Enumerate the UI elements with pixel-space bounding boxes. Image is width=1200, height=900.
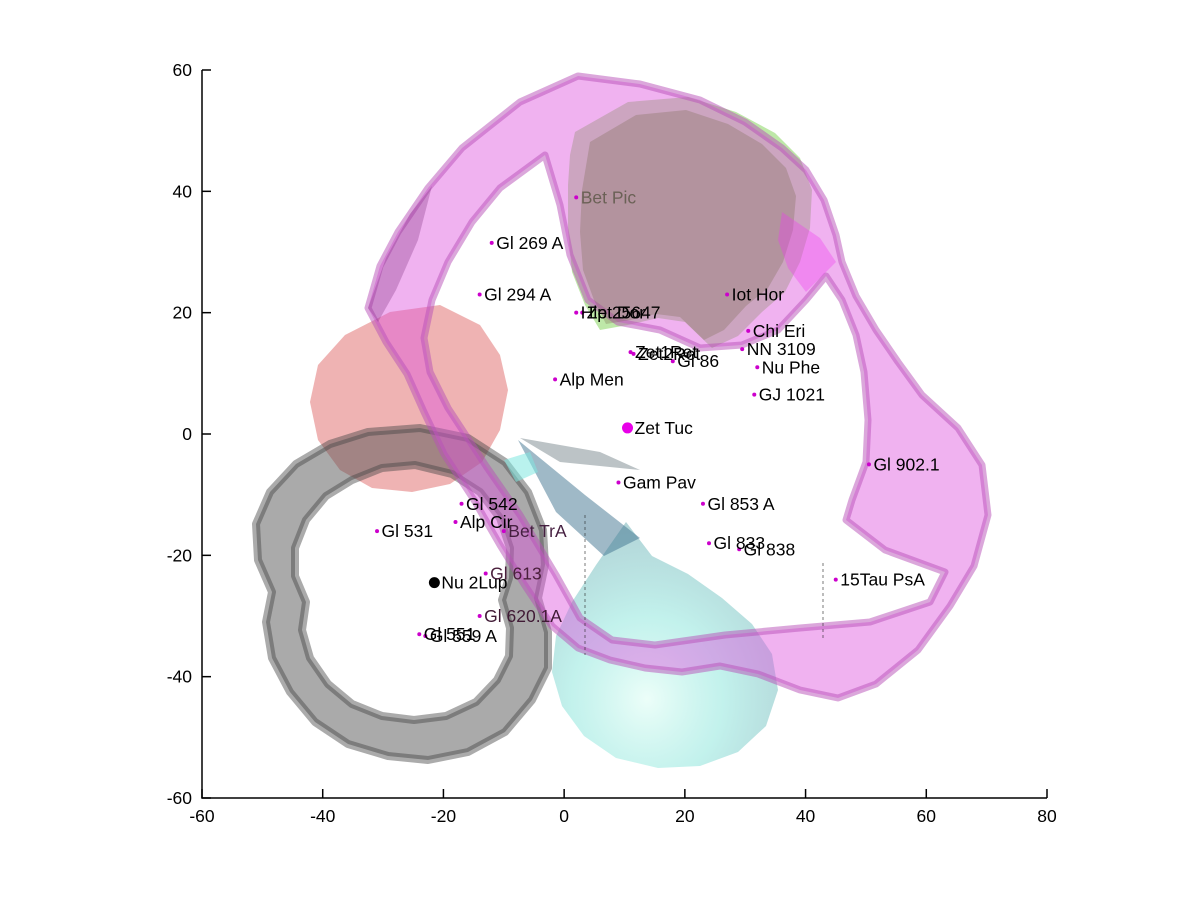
data-point-marker — [833, 577, 838, 582]
star-label: Nu 2Lup — [441, 573, 507, 593]
data-point-marker — [628, 350, 633, 355]
data-point-marker — [631, 351, 636, 356]
data-point-marker — [459, 501, 464, 506]
star-label: GJ 1021 — [759, 385, 825, 405]
star-label: Gl 838 — [744, 539, 796, 559]
star-label: 15Tau PsA — [840, 570, 925, 590]
star-label: Gl 551 — [424, 624, 476, 644]
data-point-marker — [483, 571, 488, 576]
slate-shard — [520, 438, 640, 470]
data-point-marker — [616, 480, 621, 485]
star-label: Hip 25647 — [581, 303, 661, 323]
star-label: Gl 613 — [490, 564, 542, 584]
y-tick-label: 60 — [173, 60, 193, 80]
axes: -60 -40 -20 0 20 40 60 80 -60 -40 -20 0 20 40 60 — [167, 60, 1057, 826]
star-label: Gam Pav — [623, 473, 696, 493]
data-point-marker — [375, 529, 380, 534]
star-label: Gl 833 — [714, 533, 766, 553]
x-tick-label: 40 — [796, 806, 816, 826]
star-label: Gl 902.1 — [873, 454, 939, 474]
star-label: Chi Eri — [753, 321, 806, 341]
star-label: Gl 531 — [382, 521, 434, 541]
green-blob — [568, 97, 812, 348]
star-label: Bet TrA — [508, 521, 567, 541]
star-label: Gl 86 — [677, 351, 719, 371]
data-point-marker — [477, 614, 482, 618]
star-label: Gl 853 A — [707, 494, 774, 514]
data-point-marker — [866, 462, 871, 467]
tan-overlap — [580, 110, 796, 340]
x-tick-label: -20 — [431, 806, 457, 826]
data-point-marker — [453, 519, 458, 524]
x-tick-label: -60 — [189, 806, 215, 826]
data-point-marker — [670, 359, 675, 364]
star-label: Zet Tuc — [635, 418, 694, 438]
y-tick-label: -20 — [167, 545, 193, 565]
star-label: Gl 559 A — [430, 626, 497, 646]
data-point-marker — [725, 292, 730, 297]
star-label: Bet Pic — [581, 187, 637, 207]
x-tick-label: 80 — [1037, 806, 1057, 826]
data-point-marker — [740, 347, 745, 352]
x-tick-label: -40 — [310, 806, 336, 826]
y-tick-label: 40 — [173, 181, 193, 201]
star-label: Iot Hor — [732, 284, 785, 304]
data-point-marker — [574, 195, 579, 200]
star-label: Gl 620.1A — [484, 606, 562, 626]
y-tick-label: 0 — [182, 424, 192, 444]
data-point-marker — [622, 422, 634, 434]
dark-magenta-fold — [368, 186, 432, 322]
data-point-marker — [428, 577, 440, 589]
y-tick-label: 20 — [173, 303, 193, 323]
data-point-marker — [752, 392, 757, 397]
x-tick-label: 20 — [675, 806, 695, 826]
data-point-marker — [580, 310, 585, 315]
data-point-marker — [746, 328, 751, 333]
data-point-marker — [417, 632, 422, 637]
data-point-marker — [737, 547, 742, 552]
star-label: Gl 294 A — [484, 284, 551, 304]
star-label: Zet1Ret — [635, 342, 697, 362]
star-label: Alp Cir — [460, 512, 513, 532]
data-point-marker — [707, 541, 711, 546]
star-label: NN 3109 — [747, 339, 816, 359]
x-tick-label: 0 — [559, 806, 569, 826]
stem-lines — [584, 515, 824, 655]
x-tick-label: 60 — [917, 806, 937, 826]
steel-shard — [518, 440, 640, 556]
cyan-bit — [504, 452, 538, 482]
data-point-marker — [477, 292, 482, 297]
data-point-marker — [700, 501, 705, 506]
star-label: Zet Dor — [587, 303, 646, 323]
magenta-ring — [364, 72, 992, 702]
star-label: Gl 269 A — [496, 233, 563, 253]
data-point-marker — [574, 310, 579, 315]
surface-regions — [252, 72, 992, 768]
y-tick-label: -60 — [167, 788, 193, 808]
gray-ring — [252, 424, 552, 764]
star-label: Zet2Ret — [638, 344, 700, 364]
star-label: Alp Men — [560, 369, 624, 389]
data-point-marker — [553, 377, 558, 382]
data-point-marker — [501, 529, 506, 534]
star-label: Nu Phe — [762, 357, 820, 377]
data-point-marker — [489, 240, 494, 245]
y-tick-label: -40 — [167, 667, 193, 687]
data-points — [375, 195, 871, 639]
data-point-marker — [423, 634, 428, 639]
bright-pink-fold — [778, 212, 836, 292]
data-point-marker — [755, 365, 760, 370]
star-label: Gl 542 — [466, 494, 518, 514]
